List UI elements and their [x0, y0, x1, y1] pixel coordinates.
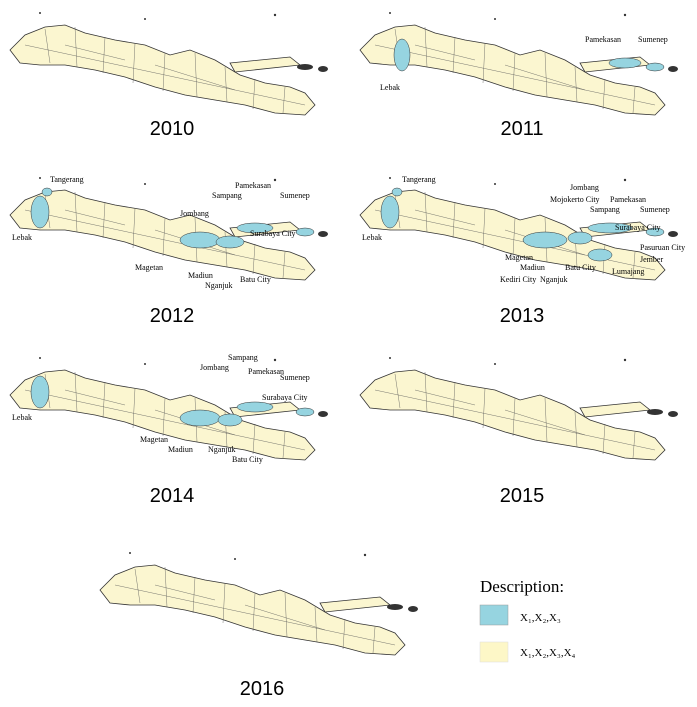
- highlighted-region: [391, 187, 403, 197]
- region-label: Surabaya City: [250, 229, 296, 238]
- island-map: [359, 356, 679, 461]
- year-label: 2012: [150, 305, 195, 327]
- region-label: Batu City: [565, 263, 596, 272]
- highlighted-region: [645, 227, 665, 237]
- legend-label: X₁,X₂,X₃: [520, 612, 561, 624]
- region-label: Lumajang: [612, 267, 644, 276]
- region-label: Magetan: [135, 263, 163, 272]
- highlighted-region: [567, 231, 593, 245]
- region-label: Pamekasan: [248, 367, 284, 376]
- region-label: Sumenep: [280, 191, 310, 200]
- highlighted-region: [587, 248, 613, 262]
- region-label: Surabaya City: [262, 393, 308, 402]
- region-label: Sumenep: [638, 35, 668, 44]
- highlighted-region: [236, 222, 274, 234]
- year-label: 2015: [500, 485, 545, 507]
- year-label: 2013: [500, 305, 545, 327]
- highlighted-region: [295, 227, 315, 237]
- year-label: 2016: [240, 678, 285, 700]
- region-label: Mojokerto City: [550, 195, 600, 204]
- highlighted-region: [608, 57, 642, 69]
- highlighted-region: [179, 231, 221, 249]
- highlighted-region: [179, 409, 221, 427]
- highlighted-region: [393, 38, 411, 72]
- highlighted-region: [380, 195, 400, 229]
- region-label: Sampang: [212, 191, 242, 200]
- legend-title: Description:: [480, 577, 564, 596]
- region-label: Nganjuk: [205, 281, 233, 290]
- region-label: Sampang: [228, 353, 258, 362]
- region-label: Magetan: [505, 253, 533, 262]
- legend-swatch: [479, 641, 509, 663]
- region-label: Nganjuk: [540, 275, 568, 284]
- region-label: Kediri City: [500, 275, 536, 284]
- region-label: Madiun: [168, 445, 193, 454]
- region-label: Sumenep: [640, 205, 670, 214]
- island-map: [9, 11, 329, 116]
- year-label: 2011: [500, 118, 543, 140]
- map-panel: Lebak Pamekasan Sumenep 2011: [359, 11, 679, 140]
- region-label: Lebak: [362, 233, 382, 242]
- region-label: Sampang: [590, 205, 620, 214]
- region-label: Tangerang: [50, 175, 84, 184]
- region-label: Jombang: [570, 183, 599, 192]
- region-label: Batu City: [232, 455, 263, 464]
- highlighted-region: [587, 222, 633, 234]
- highlighted-region: [522, 231, 568, 249]
- highlighted-region: [30, 195, 50, 229]
- map-panel: Tangerang Lebak Mojokerto City Jombang Sampa…: [359, 175, 685, 327]
- map-panel: 2015: [359, 356, 679, 507]
- highlighted-region: [41, 187, 53, 197]
- region-label: Lebak: [12, 413, 32, 422]
- region-label: Surabaya City: [615, 223, 661, 232]
- region-label: Magetan: [140, 435, 168, 444]
- island-map: [99, 551, 419, 656]
- region-label: Jombang: [200, 363, 229, 372]
- region-label: Jombang: [180, 209, 209, 218]
- legend: Description: X₁,X₂,X₃ X₁,X₂,X₃,X₄: [479, 577, 576, 663]
- highlighted-region: [295, 407, 315, 417]
- highlighted-region: [236, 401, 274, 413]
- year-label: 2014: [150, 485, 195, 507]
- map-panel: 2016: [99, 551, 419, 700]
- legend-swatch: [479, 604, 509, 626]
- region-label: Nganjuk: [208, 445, 236, 454]
- region-label: Batu City: [240, 275, 271, 284]
- region-label: Madiun: [520, 263, 545, 272]
- year-label: 2010: [150, 118, 195, 140]
- region-label: Lebak: [12, 233, 32, 242]
- region-label: Sumenep: [280, 373, 310, 382]
- highlighted-region: [645, 62, 665, 72]
- map-panel: 2010: [9, 11, 329, 140]
- legend-label: X₁,X₂,X₃,X₄: [520, 647, 576, 659]
- highlighted-region: [217, 413, 243, 427]
- region-label: Pamekasan: [585, 35, 621, 44]
- region-label: Pasuruan City: [640, 243, 685, 252]
- region-label: Madiun: [188, 271, 213, 280]
- region-label: Tangerang: [402, 175, 436, 184]
- region-label: Pamekasan: [235, 181, 271, 190]
- region-label: Jember: [640, 255, 663, 264]
- highlighted-region: [30, 375, 50, 409]
- region-label: Lebak: [380, 83, 400, 92]
- highlighted-region: [215, 235, 245, 249]
- region-label: Pamekasan: [610, 195, 646, 204]
